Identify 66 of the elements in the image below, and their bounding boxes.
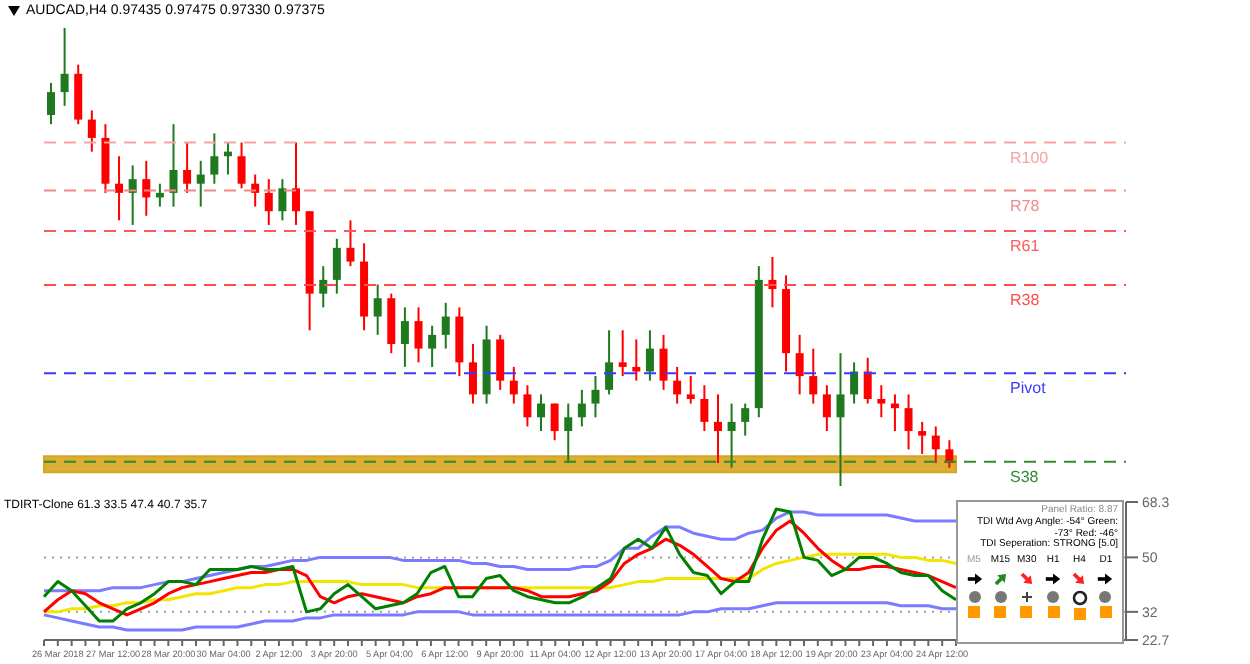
candlestick bbox=[142, 159, 151, 217]
candlestick bbox=[455, 306, 464, 378]
candlestick bbox=[101, 123, 110, 194]
candlestick bbox=[918, 420, 927, 455]
candlestick bbox=[822, 384, 831, 433]
line-series bbox=[42, 510, 958, 593]
candlestick bbox=[183, 141, 192, 194]
candlestick bbox=[441, 301, 450, 350]
candlestick bbox=[931, 425, 940, 465]
candlestick bbox=[468, 343, 477, 405]
candlestick bbox=[686, 375, 695, 405]
candlestick bbox=[605, 329, 614, 396]
candlestick bbox=[414, 306, 423, 364]
candlestick bbox=[659, 333, 668, 391]
line-series bbox=[42, 507, 958, 623]
ref-line-label: R61 bbox=[1010, 236, 1041, 255]
candlestick bbox=[713, 393, 722, 465]
ref-line-label: S38 bbox=[1010, 467, 1040, 486]
ref-line-label: Pivot bbox=[1010, 379, 1048, 398]
candlestick bbox=[632, 338, 641, 382]
candlestick bbox=[264, 178, 273, 226]
candlestick bbox=[863, 356, 872, 405]
candlestick bbox=[700, 384, 709, 433]
candlestick bbox=[428, 324, 437, 368]
line-series bbox=[42, 519, 958, 617]
candlestick bbox=[550, 402, 559, 442]
candlestick bbox=[577, 388, 586, 428]
candlestick bbox=[591, 375, 600, 419]
candlestick bbox=[645, 329, 654, 382]
candlestick bbox=[877, 384, 886, 419]
candlestick bbox=[400, 306, 409, 368]
candlestick bbox=[673, 365, 682, 405]
candlestick bbox=[850, 361, 859, 405]
ref-line-label: R38 bbox=[1010, 290, 1041, 309]
candlestick bbox=[169, 123, 178, 208]
candlestick bbox=[237, 141, 246, 190]
candlestick bbox=[904, 393, 913, 451]
candlestick bbox=[537, 393, 546, 433]
candlestick bbox=[196, 159, 205, 208]
candlestick bbox=[278, 178, 287, 222]
candlestick bbox=[836, 352, 845, 486]
candlestick bbox=[618, 329, 627, 378]
candlestick bbox=[496, 333, 505, 391]
candlestick bbox=[87, 109, 96, 153]
candlestick bbox=[373, 283, 382, 336]
candlestick bbox=[523, 384, 532, 428]
candlestick bbox=[387, 292, 396, 355]
candlestick bbox=[346, 219, 355, 268]
line-series bbox=[42, 601, 958, 632]
candlestick bbox=[809, 347, 818, 405]
candlestick bbox=[60, 28, 69, 107]
candlestick bbox=[332, 237, 341, 295]
candlestick bbox=[210, 132, 219, 185]
ref-line-label: R100 bbox=[1010, 148, 1050, 167]
candlestick bbox=[741, 402, 750, 437]
ref-line-label: R78 bbox=[1010, 196, 1041, 215]
candlestick bbox=[115, 155, 124, 222]
candlestick bbox=[46, 81, 55, 126]
candlestick bbox=[292, 141, 301, 226]
candlestick bbox=[727, 402, 736, 469]
candlestick bbox=[319, 265, 328, 309]
line-series bbox=[42, 552, 958, 614]
candlestick bbox=[74, 63, 83, 126]
candlestick bbox=[509, 365, 518, 405]
candlestick bbox=[564, 402, 573, 465]
candlestick bbox=[795, 333, 804, 396]
